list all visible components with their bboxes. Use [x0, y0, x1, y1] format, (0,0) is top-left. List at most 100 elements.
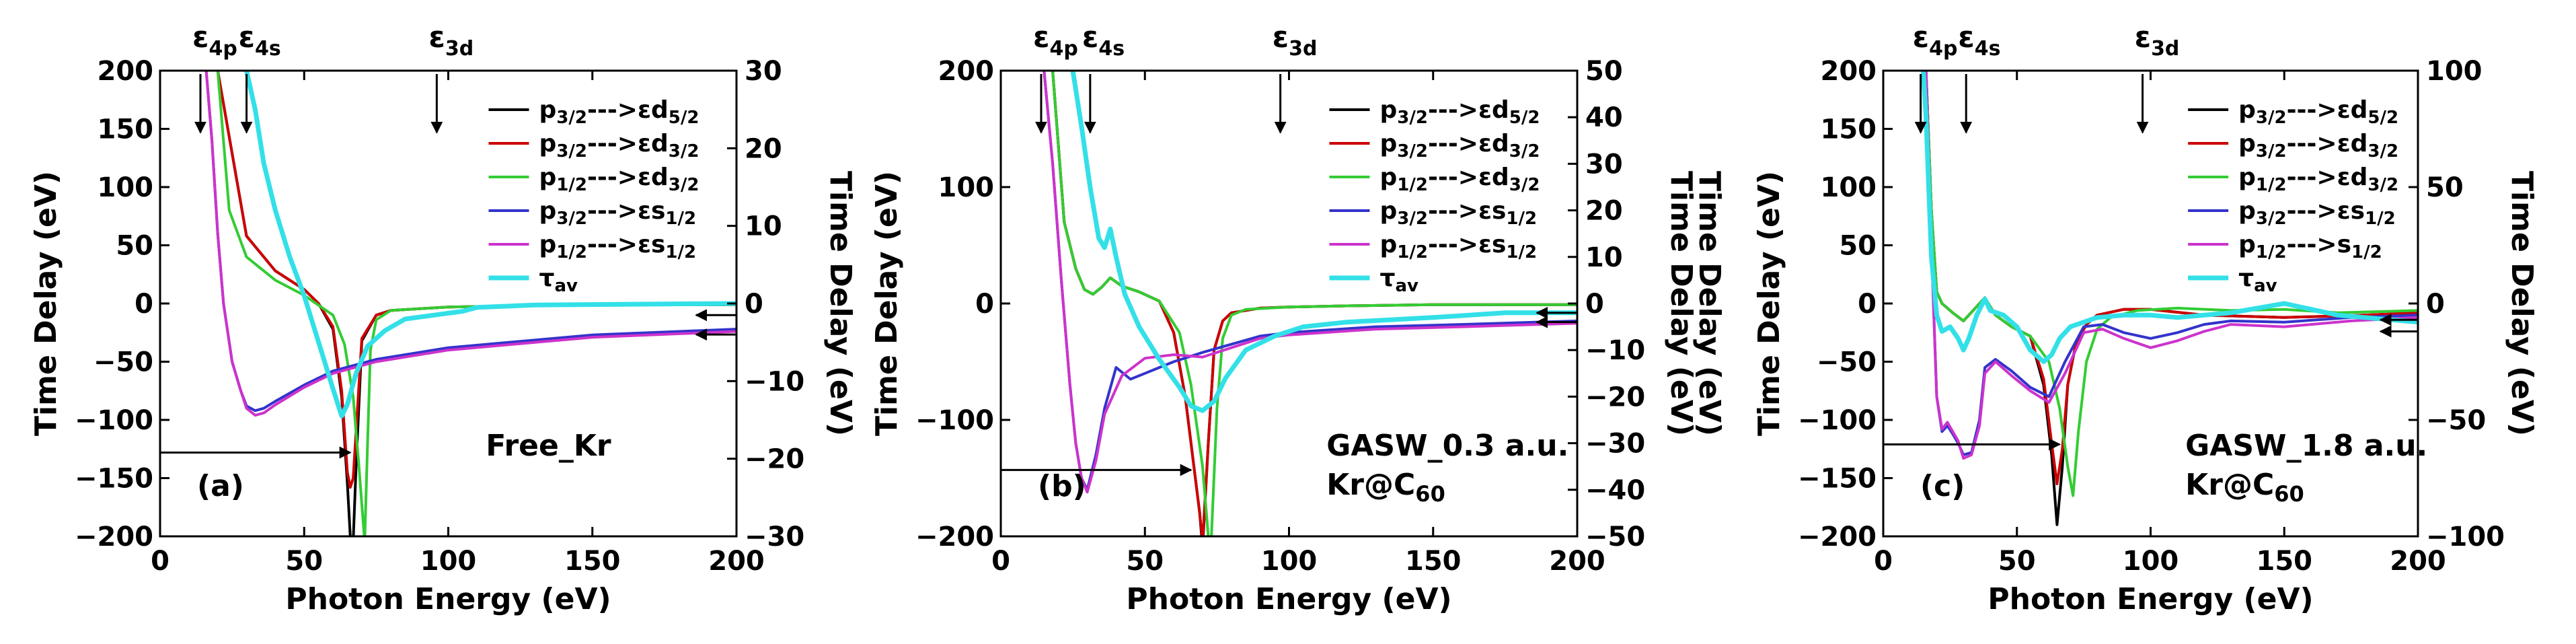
- panel-label: (a): [197, 469, 244, 503]
- y-tick-label-right: 20: [745, 133, 782, 164]
- legend-text: --->εs: [1428, 231, 1506, 258]
- x-tick-label: 100: [420, 546, 477, 577]
- legend-subscript: av: [554, 276, 578, 296]
- y-tick-label-left: −50: [1817, 347, 1877, 378]
- x-tick-label: 150: [564, 546, 621, 577]
- legend-subscript: 3/2: [1397, 141, 1428, 162]
- x-tick-label: 200: [1549, 546, 1605, 577]
- series-line-6: [1921, 71, 2418, 364]
- legend-subscript: av: [1395, 276, 1418, 296]
- legend-label: p1/2--->εd3/2: [539, 164, 699, 195]
- y-tick-label-left: 50: [1839, 231, 1877, 262]
- threshold-label: ε3d: [428, 20, 473, 61]
- y-tick-label-right: 50: [1585, 56, 1623, 87]
- legend-subscript: 1/2: [1506, 209, 1537, 229]
- chart-panel-1: 0 50 100 150 200200150100500−50−100−150−2003…: [29, 20, 858, 616]
- y-tick-label-right: 20: [1585, 196, 1623, 227]
- series-group: [204, 71, 736, 536]
- legend-label: τav: [1379, 264, 1418, 296]
- annotation-text: Free_Kr: [486, 429, 611, 463]
- legend-label: p3/2--->εd5/2: [1379, 96, 1540, 128]
- legend-subscript: 3/2: [1509, 141, 1540, 162]
- legend-label: τav: [539, 264, 578, 296]
- legend-subscript: 3/2: [2367, 175, 2398, 195]
- legend-subscript: 3/2: [2256, 141, 2287, 162]
- series-line-6: [244, 71, 736, 419]
- threshold-label: ε4s: [1958, 20, 2000, 61]
- series-line-5: [1924, 71, 2418, 460]
- legend-label: p1/2--->s1/2: [2238, 231, 2382, 262]
- y-tick-label-right: −50: [2426, 405, 2486, 436]
- legend-label: p3/2--->εd3/2: [2238, 130, 2398, 162]
- y-tick-label-right: −20: [1585, 382, 1645, 413]
- legend-subscript: 1/2: [665, 242, 696, 262]
- y-tick-label-right: 30: [745, 56, 782, 87]
- legend-label: p1/2--->εd3/2: [2238, 164, 2398, 195]
- series-line-6: [1070, 71, 1577, 413]
- threshold-subscript: 4p: [209, 37, 237, 61]
- y-axis-label-right: Time Delay (eV): [823, 171, 858, 436]
- legend-subscript: 1/2: [2256, 175, 2287, 195]
- legend-subscript: 3/2: [1397, 108, 1428, 128]
- legend-text: --->s: [2287, 231, 2351, 258]
- y-tick-label-left: −200: [75, 522, 153, 552]
- y-tick-label-right: −10: [1585, 335, 1645, 366]
- legend-subscript: 1/2: [1506, 242, 1537, 262]
- threshold-label: ε4p: [1033, 20, 1078, 61]
- x-tick-label: 100: [2123, 546, 2179, 577]
- y-tick-label-right: 40: [1585, 102, 1623, 133]
- y-tick-label-right: −20: [745, 444, 804, 475]
- legend-subscript: 5/2: [2367, 108, 2398, 128]
- legend-text: --->εd: [2287, 130, 2368, 157]
- y-tick-label-right: 0: [2426, 289, 2445, 320]
- threshold-label: ε4s: [1082, 20, 1125, 61]
- y-tick-label-left: 200: [98, 56, 154, 87]
- annotation-text: GASW_1.8 a.u.: [2185, 429, 2427, 463]
- legend-subscript: 3/2: [669, 175, 699, 195]
- y-tick-label-left: 100: [98, 172, 154, 203]
- legend-subscript: 3/2: [556, 209, 587, 229]
- x-tick-label: 150: [1405, 546, 1462, 577]
- y-axis-label-right: Time Delay (eV): [1664, 171, 1698, 436]
- legend-subscript: 1/2: [556, 175, 587, 195]
- y-tick-label-right: −30: [745, 522, 804, 552]
- legend-label: p1/2--->εs1/2: [1379, 231, 1537, 262]
- y-tick-label-right: 100: [2426, 56, 2483, 87]
- legend-subscript: 3/2: [1397, 209, 1428, 229]
- legend-text: --->εs: [1428, 197, 1506, 225]
- y-axis-label-left: Time Delay (eV): [29, 171, 63, 436]
- y-tick-label-left: 100: [1821, 172, 1877, 203]
- y-axis-label-left: Time Delay (eV): [870, 171, 904, 436]
- legend-text: --->εd: [2287, 96, 2368, 124]
- legend-label: p3/2--->εs1/2: [539, 197, 696, 229]
- legend-subscript: 1/2: [1397, 175, 1428, 195]
- threshold-label: ε3d: [1273, 20, 1318, 61]
- threshold-label: ε4s: [239, 20, 281, 61]
- y-tick-label-left: 50: [116, 231, 153, 262]
- threshold-subscript: 4s: [255, 37, 281, 61]
- legend-text: --->εs: [587, 231, 665, 258]
- threshold-subscript: 4s: [1975, 37, 2001, 61]
- legend-label: p3/2--->εd3/2: [1379, 130, 1540, 162]
- series-group: [1043, 71, 1577, 536]
- y-tick-label-left: −200: [915, 522, 994, 552]
- legend-subscript: 5/2: [1509, 108, 1540, 128]
- y-tick-label-left: 150: [98, 114, 154, 145]
- x-tick-label: 150: [2257, 546, 2313, 577]
- x-tick-label: 50: [1998, 546, 2036, 577]
- x-tick-label: 50: [285, 546, 323, 577]
- y-tick-label-right: 0: [745, 289, 763, 320]
- y-tick-label-left: 100: [938, 172, 995, 203]
- legend-subscript: 3/2: [556, 108, 587, 128]
- x-tick-label: 200: [708, 546, 765, 577]
- y-tick-label-left: −150: [1798, 464, 1877, 495]
- x-axis-label: Photon Energy (eV): [1126, 582, 1451, 616]
- annotation-subscript: 60: [1415, 481, 1445, 507]
- threshold-label: ε4p: [192, 20, 237, 61]
- y-tick-label-right: 30: [1585, 149, 1623, 180]
- threshold-label: ε3d: [2135, 20, 2180, 61]
- x-tick-label: 50: [1126, 546, 1164, 577]
- legend-label: p3/2--->εs1/2: [1379, 197, 1537, 229]
- x-axis-label: Photon Energy (eV): [285, 582, 611, 616]
